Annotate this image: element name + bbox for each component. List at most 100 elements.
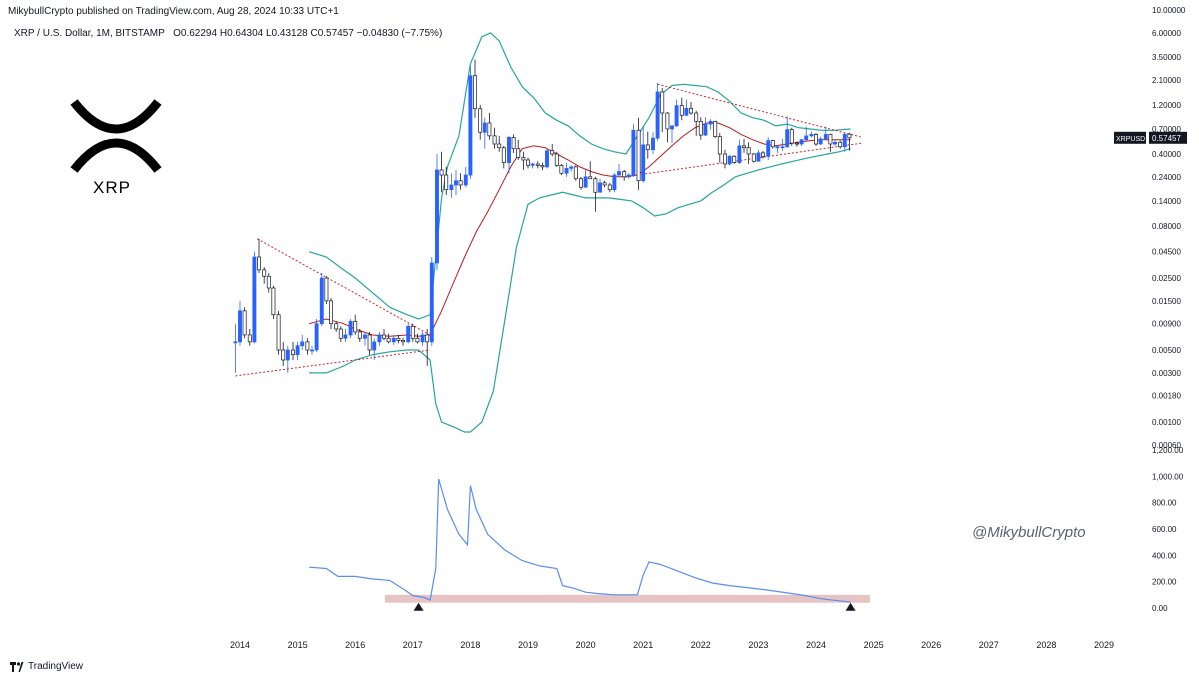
candle-body: [593, 178, 598, 193]
price-axis-tick: 3.50000: [1152, 53, 1181, 62]
candle-body: [324, 277, 329, 302]
time-axis-tick: 2021: [633, 640, 653, 650]
candle-body: [501, 147, 506, 163]
price-axis-tick: 0.02500: [1152, 274, 1181, 283]
candle-body: [641, 144, 646, 182]
candle-body: [651, 137, 655, 151]
candle-body: [396, 337, 401, 341]
candle-body: [444, 174, 449, 191]
candle-body: [285, 349, 290, 361]
candle-body: [497, 143, 502, 149]
candle-body: [338, 328, 343, 339]
time-axis-tick: 2017: [403, 640, 423, 650]
time-axis-tick: 2018: [460, 640, 480, 650]
candle-body: [435, 169, 439, 264]
time-axis-tick: 2025: [864, 640, 884, 650]
candle-body: [530, 163, 535, 166]
candle-body: [425, 334, 430, 343]
candle-body: [291, 349, 295, 356]
candle-body: [334, 323, 339, 330]
candle-body: [698, 120, 703, 136]
candle-body: [804, 135, 809, 141]
xrp-logo-text: XRP: [93, 178, 131, 197]
indicator-axis-tick: 1,200.00: [1152, 446, 1184, 455]
candle-body: [429, 262, 434, 343]
candle-body: [511, 137, 516, 150]
candle-body: [626, 174, 631, 178]
candle-body: [526, 159, 530, 166]
candle-body: [770, 140, 775, 148]
candle-body: [353, 320, 358, 333]
ohlc-open: O0.62294: [173, 28, 218, 39]
candle-body: [785, 129, 790, 148]
candle-body: [789, 129, 794, 144]
candle-body: [458, 180, 463, 186]
candle-body: [487, 122, 492, 137]
indicator-axis-tick: 600.00: [1152, 525, 1177, 534]
candle-body: [727, 155, 732, 165]
candle-body: [598, 182, 602, 193]
candle-body: [809, 134, 814, 137]
candle-body: [295, 345, 300, 356]
ohlc-change: −0.04830 (−7.75%): [356, 28, 443, 39]
candle-body: [703, 123, 708, 136]
candle-body: [262, 269, 267, 277]
candle-body: [713, 120, 718, 137]
candle-body: [742, 145, 746, 149]
candle-body: [780, 146, 785, 149]
price-axis-tick: 0.08000: [1152, 222, 1181, 231]
price-tag-value-box: [1149, 131, 1187, 144]
candle-body: [588, 176, 593, 180]
price-axis-tick: 0.00300: [1152, 369, 1181, 378]
candle-body: [708, 120, 713, 125]
candle-body: [679, 105, 684, 116]
price-axis-tick: 0.00180: [1152, 392, 1181, 401]
candle-body: [305, 341, 310, 351]
candle-body: [377, 334, 382, 343]
candle-body: [391, 337, 396, 343]
price-axis-tick: 6.00000: [1152, 29, 1181, 38]
candle-body: [310, 349, 314, 352]
candle-body: [329, 300, 333, 325]
candle-body: [257, 256, 261, 271]
candle-body: [818, 138, 823, 145]
time-axis-tick: 2023: [748, 640, 768, 650]
candle-body: [631, 129, 636, 176]
candle-body: [372, 341, 377, 351]
candle-body: [607, 184, 612, 191]
time-axis-tick: 2024: [806, 640, 826, 650]
candle-body: [357, 331, 362, 339]
candle-body: [266, 275, 271, 289]
candle-body: [363, 334, 367, 339]
candle-body: [314, 323, 319, 351]
candle-body: [694, 112, 699, 122]
trendline: [637, 142, 863, 176]
candle-body: [751, 153, 756, 162]
candle-body: [842, 134, 847, 148]
symbol-name[interactable]: XRP / U.S. Dollar, 1M, BITSTAMP: [14, 28, 165, 39]
time-axis-tick: 2016: [345, 640, 365, 650]
candle-body: [775, 146, 780, 149]
candle-body: [454, 180, 458, 186]
candle-body: [684, 107, 689, 116]
candle-body: [723, 153, 727, 165]
candle-body: [343, 334, 348, 339]
price-tag-value: 0.57457: [1152, 134, 1181, 143]
candle-body: [717, 136, 722, 155]
candle-body: [492, 135, 497, 145]
candle-body: [732, 155, 737, 163]
candle-body: [478, 108, 483, 133]
price-axis-tick: 10.00000: [1152, 6, 1186, 15]
price-axis-tick: 0.40000: [1152, 150, 1181, 159]
tradingview-footer[interactable]: TradingView: [10, 661, 83, 672]
candle-body: [823, 134, 828, 140]
price-axis-tick: 0.14000: [1152, 197, 1181, 206]
candle-body: [564, 168, 569, 174]
candle-body: [252, 256, 257, 343]
time-axis-tick: 2019: [518, 640, 538, 650]
trendline: [657, 83, 863, 138]
author-watermark: @MikybullCrypto: [972, 524, 1086, 541]
price-tag-symbol: XRPUSD: [1116, 136, 1145, 143]
candle-body: [473, 75, 477, 110]
